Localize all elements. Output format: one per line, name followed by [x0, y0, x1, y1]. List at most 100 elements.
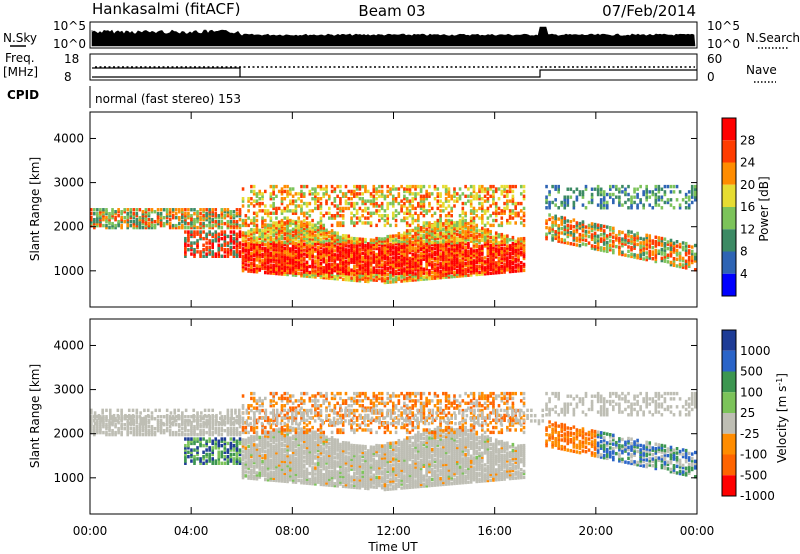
- velocity-cell: [316, 456, 320, 461]
- power-cell: [255, 223, 259, 228]
- power-cell: [123, 219, 126, 224]
- power-cell: [193, 230, 196, 234]
- velocity-cell: [308, 453, 312, 458]
- velocity-cell: [305, 457, 309, 462]
- velocity-cell: [280, 430, 284, 435]
- power-cell: [383, 243, 387, 247]
- power-cell: [165, 208, 169, 212]
- power-cell: [400, 271, 403, 275]
- power-cell: [422, 269, 426, 273]
- power-cell: [241, 257, 245, 261]
- velocity-cell: [286, 479, 289, 484]
- power-cell: [358, 259, 362, 263]
- power-cell: [380, 279, 384, 283]
- power-cell: [486, 216, 490, 220]
- power-cell: [325, 228, 328, 232]
- power-cell: [297, 245, 300, 250]
- power-cell: [199, 236, 202, 241]
- power-cell: [297, 226, 300, 230]
- power-cell: [453, 244, 456, 249]
- power-cell: [447, 214, 451, 218]
- power-cell: [453, 272, 456, 277]
- power-cell: [481, 258, 484, 262]
- power-cell: [159, 219, 163, 224]
- power-cell: [506, 258, 509, 262]
- power-cell: [132, 214, 136, 218]
- power-cell: [450, 219, 454, 223]
- power-cell: [147, 212, 151, 216]
- velocity-data-cells: [90, 391, 697, 492]
- power-cell: [196, 219, 199, 224]
- velocity-cell: [283, 477, 287, 481]
- power-cell: [506, 238, 509, 242]
- power-cell: [147, 214, 151, 218]
- velocity-cell: [244, 466, 248, 470]
- power-cell: [517, 243, 520, 247]
- power-cell: [252, 189, 256, 194]
- power-cell: [380, 271, 384, 275]
- power-cell: [386, 204, 390, 208]
- power-cell: [383, 223, 387, 228]
- power-cell: [618, 190, 621, 194]
- power-cell: [347, 254, 351, 258]
- power-cell: [397, 261, 401, 266]
- power-cell: [648, 190, 652, 194]
- power-cell: [417, 218, 420, 223]
- power-cell: [247, 253, 250, 257]
- power-cell: [291, 201, 295, 206]
- power-cell: [453, 239, 456, 243]
- power-cell: [272, 229, 275, 234]
- power-cell: [394, 209, 398, 213]
- power-cell: [386, 218, 390, 223]
- power-cell: [132, 221, 136, 226]
- power-cell: [138, 215, 142, 220]
- power-cell: [428, 255, 431, 259]
- power-cell: [341, 223, 345, 228]
- power-cell: [489, 243, 492, 248]
- power-cell: [235, 250, 239, 254]
- power-cell: [184, 250, 187, 254]
- power-cell: [684, 195, 688, 199]
- power-cell: [608, 248, 612, 252]
- power-cell: [419, 273, 423, 278]
- power-cell: [494, 209, 498, 213]
- power-cell: [486, 197, 490, 201]
- power-cell: [90, 208, 93, 212]
- power-cell: [171, 223, 175, 228]
- power-cell: [283, 232, 287, 237]
- power-cell: [232, 236, 236, 241]
- power-cell: [280, 270, 284, 274]
- power-cell: [648, 243, 652, 247]
- power-cell: [687, 262, 691, 266]
- power-cell: [627, 238, 630, 243]
- power-cell: [506, 262, 509, 266]
- power-cell: [238, 250, 242, 254]
- power-cell: [247, 255, 250, 259]
- velocity-cell: [297, 470, 300, 475]
- power-cell: [255, 270, 259, 274]
- power-cell: [156, 219, 160, 224]
- power-cell: [545, 234, 548, 239]
- power-cell: [217, 215, 221, 220]
- power-cell: [472, 267, 476, 271]
- power-cell: [208, 215, 211, 220]
- velocity-cell: [297, 431, 300, 435]
- power-cell: [339, 241, 342, 246]
- power-cell: [217, 239, 221, 243]
- power-cell: [358, 265, 362, 269]
- power-cell: [366, 216, 370, 220]
- power-cell: [475, 235, 479, 239]
- power-cell: [159, 208, 163, 212]
- power-cell: [300, 209, 303, 213]
- power-cell: [408, 192, 412, 196]
- power-cell: [433, 226, 437, 231]
- power-cell: [436, 201, 440, 206]
- power-cell: [554, 203, 557, 207]
- power-cell: [581, 226, 585, 231]
- velocity-cell: [300, 471, 303, 475]
- velocity-cell: [311, 460, 314, 464]
- velocity-cell: [286, 455, 289, 460]
- power-cell: [316, 225, 320, 230]
- power-cell: [464, 263, 467, 268]
- power-cell: [217, 252, 221, 256]
